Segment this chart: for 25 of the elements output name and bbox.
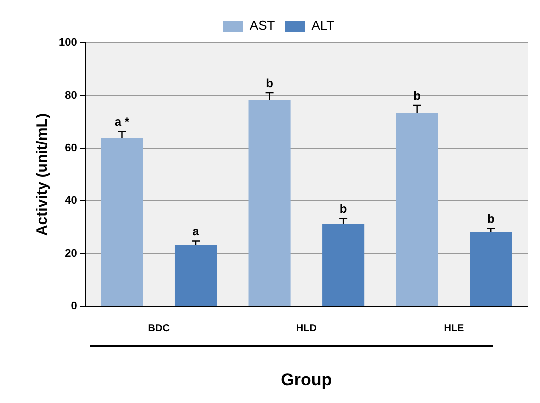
x-tick-label: BDC — [148, 323, 170, 334]
bar — [322, 224, 365, 306]
y-tick-label: 20 — [65, 248, 78, 260]
y-tick-label: 80 — [65, 90, 78, 102]
x-tick-label: HLD — [296, 323, 317, 334]
bar — [101, 138, 144, 306]
bar — [248, 100, 291, 306]
bar — [174, 245, 218, 306]
x-tick-label: HLE — [444, 323, 465, 334]
annotation: a * — [114, 115, 130, 130]
annotation: b — [340, 202, 348, 216]
x-axis-title: Group — [281, 370, 332, 390]
legend-label: ALT — [312, 18, 335, 34]
y-tick-label: 60 — [65, 142, 78, 154]
annotation: b — [266, 76, 274, 90]
annotation: b — [487, 212, 495, 226]
annotation: b — [414, 88, 422, 103]
bar — [470, 232, 512, 306]
legend-label: AST — [250, 18, 276, 34]
y-tick-label: 40 — [65, 195, 78, 208]
annotation: a — [192, 224, 200, 239]
y-tick-label: 100 — [58, 37, 78, 50]
y-axis-title: Activity (unit/mL) — [34, 114, 52, 236]
bar — [396, 113, 438, 306]
y-tick-label: 0 — [71, 300, 78, 313]
